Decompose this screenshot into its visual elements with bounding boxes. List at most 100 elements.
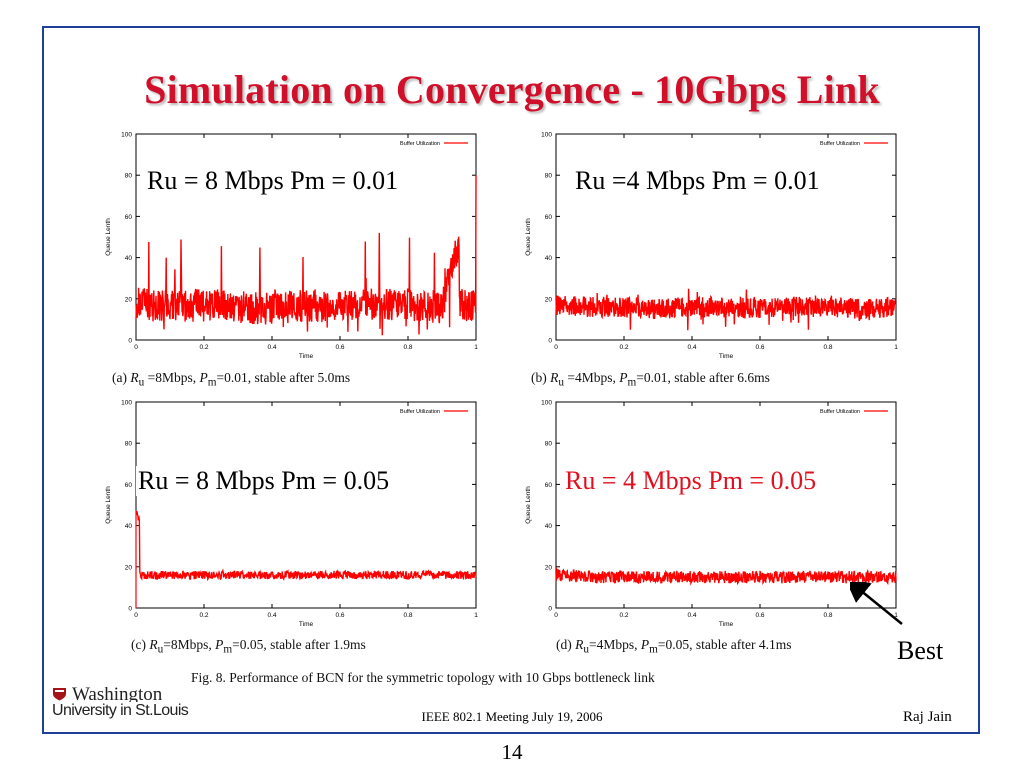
caption-a-pm: =0.01, stable after 5.0ms [216, 370, 351, 385]
x-tick-label: 0.2 [619, 344, 628, 351]
chart-svg: 0 20 40 60 80 100 0 0.2 0.4 0.6 0.8 1 Time Queue Lent… [525, 400, 898, 629]
y-tick-label: 0 [128, 338, 132, 345]
overlay-label-b: Ru =4 Mbps Pm = 0.01 [573, 166, 822, 196]
y-tick-label: 60 [545, 214, 553, 221]
x-tick-label: 0.8 [403, 344, 412, 351]
x-tick-label: 0 [554, 344, 558, 351]
x-tick-label: 0 [134, 612, 138, 619]
legend-label: Buffer Utilization [820, 141, 860, 147]
y-tick-label: 0 [548, 338, 552, 345]
legend-label: Buffer Utilization [400, 141, 440, 147]
y-tick-label: 60 [125, 214, 133, 221]
x-tick-label: 0.8 [823, 344, 832, 351]
x-axis-label: Time [719, 353, 734, 360]
caption-c-prefix: (c) [131, 637, 150, 652]
y-axis-label: Queue Lenth [105, 486, 112, 524]
x-tick-label: 0.4 [687, 344, 696, 351]
chart-svg: 0 20 40 60 80 100 0 0.2 0.4 0.6 0.8 1 Time Queue Lent… [105, 400, 478, 629]
overlay-label-c: Ru = 8 Mbps Pm = 0.05 [136, 466, 392, 496]
y-axis-label: Queue Lenth [105, 218, 112, 256]
x-axis-label: Time [299, 621, 314, 628]
caption-a: (a) Ru =8Mbps, Pm=0.01, stable after 5.0… [112, 370, 351, 389]
y-tick-label: 100 [121, 400, 132, 407]
y-tick-label: 100 [121, 132, 132, 139]
chart-svg: 0 20 40 60 80 100 0 0.2 0.4 0.6 0.8 1 Time Queue Lent… [525, 132, 898, 361]
x-tick-label: 0.8 [823, 612, 832, 619]
y-axis-label: Queue Lenth [525, 218, 532, 256]
x-tick-label: 0.2 [619, 612, 628, 619]
caption-c-pm: =0.05, stable after 1.9ms [232, 637, 366, 652]
x-tick-label: 1 [474, 344, 478, 351]
x-tick-label: 0 [554, 612, 558, 619]
x-tick-label: 1 [894, 612, 898, 619]
x-axis-label: Time [719, 621, 734, 628]
overlay-label-d: Ru = 4 Mbps Pm = 0.05 [563, 466, 819, 496]
x-axis-label: Time [299, 353, 314, 360]
y-tick-label: 0 [548, 606, 552, 613]
logo-washington: Washington [72, 687, 163, 702]
footer-meeting: IEEE 802.1 Meeting July 19, 2006 [421, 709, 603, 724]
y-tick-label: 20 [125, 564, 133, 571]
caption-c: (c) Ru=8Mbps, Pm=0.05, stable after 1.9m… [131, 637, 366, 656]
caption-d-ru-sub: u [583, 643, 589, 656]
y-tick-label: 20 [545, 296, 553, 303]
caption-b-prefix: (b) [531, 370, 551, 385]
x-tick-label: 0 [134, 344, 138, 351]
legend-label: Buffer Utilization [400, 409, 440, 415]
x-tick-label: 1 [474, 612, 478, 619]
overlay-label-a: Ru = 8 Mbps Pm = 0.01 [145, 166, 401, 196]
caption-d: (d) Ru=4Mbps, Pm=0.05, stable after 4.1m… [556, 637, 792, 656]
caption-b-ru-sub: u [558, 376, 564, 389]
y-axis-label: Queue Lenth [525, 486, 532, 524]
caption-b-pm: =0.01, stable after 6.6ms [636, 370, 770, 385]
x-tick-label: 0.4 [267, 612, 276, 619]
caption-a-pm-sub: m [207, 376, 217, 389]
x-tick-label: 0.4 [267, 344, 276, 351]
x-tick-label: 0.6 [335, 344, 344, 351]
x-tick-label: 0.2 [199, 344, 208, 351]
caption-b-ru: =4Mbps, [564, 370, 620, 385]
best-label: Best [897, 636, 944, 665]
x-tick-label: 0.4 [687, 612, 696, 619]
caption-d-pm-sub: m [649, 643, 658, 656]
y-tick-label: 80 [545, 441, 553, 448]
caption-d-pm: =0.05, stable after 4.1ms [657, 637, 792, 652]
university-shield-icon [53, 688, 66, 701]
x-tick-label: 0.6 [755, 344, 764, 351]
y-tick-label: 80 [125, 441, 133, 448]
caption-d-prefix: (d) [556, 637, 576, 652]
y-tick-label: 0 [128, 606, 132, 613]
series-line [555, 288, 897, 331]
caption-a-ru-sub: u [138, 376, 145, 389]
y-tick-label: 20 [125, 296, 133, 303]
legend-label: Buffer Utilization [820, 409, 860, 415]
y-tick-label: 60 [545, 482, 553, 489]
y-tick-label: 80 [125, 173, 133, 180]
plot-b: 0 20 40 60 80 100 0 0.2 0.4 0.6 0.8 1 Time Queue Lent… [516, 128, 916, 368]
x-tick-label: 0.6 [755, 612, 764, 619]
series-line [555, 566, 897, 586]
caption-a-prefix: (a) [112, 370, 131, 385]
x-tick-label: 0.2 [199, 612, 208, 619]
plot-a: 0 20 40 60 80 100 0 0.2 0.4 0.6 0.8 1 Time Queue Lent… [96, 128, 496, 368]
logo-university: University in St.Louis [52, 702, 189, 719]
caption-d-ru: =4Mbps, [589, 637, 641, 652]
y-tick-label: 20 [545, 564, 553, 571]
caption-b: (b) Ru =4Mbps, Pm=0.01, stable after 6.6… [531, 370, 770, 389]
caption-b-pm-sub: m [627, 376, 637, 389]
x-tick-label: 0.8 [403, 612, 412, 619]
y-tick-label: 100 [541, 132, 552, 139]
caption-c-pm-sub: m [223, 643, 233, 656]
series-line [135, 510, 477, 582]
y-tick-label: 60 [125, 482, 133, 489]
page-number: 14 [501, 740, 523, 764]
university-logo: Washington University in St.Louis [52, 687, 189, 720]
series-line [135, 175, 477, 336]
plot-d: 0 20 40 60 80 100 0 0.2 0.4 0.6 0.8 1 Time Queue Lent… [516, 396, 916, 636]
y-tick-label: 40 [125, 255, 133, 262]
figure-caption: Fig. 8. Performance of BCN for the symme… [191, 670, 655, 685]
y-tick-label: 40 [545, 523, 553, 530]
caption-a-ru: =8Mbps, [144, 370, 200, 385]
plot-c: 0 20 40 60 80 100 0 0.2 0.4 0.6 0.8 1 Time Queue Lent… [96, 396, 496, 636]
y-tick-label: 80 [545, 173, 553, 180]
